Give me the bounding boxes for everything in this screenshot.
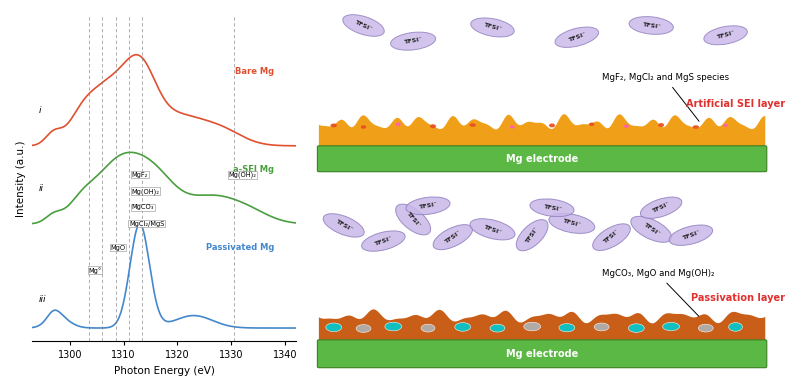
Ellipse shape bbox=[342, 15, 384, 36]
Text: TFSI⁻: TFSI⁻ bbox=[483, 23, 502, 32]
Ellipse shape bbox=[396, 122, 401, 126]
Text: MgF₂, MgCl₂ and MgS species: MgF₂, MgCl₂ and MgS species bbox=[602, 73, 729, 121]
Ellipse shape bbox=[594, 323, 609, 331]
Text: TFSI⁻: TFSI⁻ bbox=[642, 222, 660, 237]
Text: MgCO₃: MgCO₃ bbox=[132, 204, 154, 210]
Text: TFSI⁻: TFSI⁻ bbox=[716, 31, 735, 40]
Ellipse shape bbox=[470, 219, 515, 240]
Ellipse shape bbox=[555, 27, 598, 47]
Text: TFSI⁻: TFSI⁻ bbox=[567, 32, 586, 43]
Ellipse shape bbox=[629, 16, 674, 34]
Text: TFSI⁻: TFSI⁻ bbox=[403, 37, 422, 45]
Ellipse shape bbox=[589, 122, 594, 126]
Text: MgCO₃, MgO and Mg(OH)₂: MgCO₃, MgO and Mg(OH)₂ bbox=[602, 269, 714, 316]
FancyBboxPatch shape bbox=[318, 340, 766, 368]
Text: Artificial SEI layer: Artificial SEI layer bbox=[686, 99, 785, 109]
Ellipse shape bbox=[549, 123, 555, 127]
Text: TFSI⁻: TFSI⁻ bbox=[525, 226, 539, 244]
Ellipse shape bbox=[530, 199, 574, 217]
Text: MgO: MgO bbox=[110, 245, 126, 251]
Ellipse shape bbox=[390, 32, 436, 50]
Text: TFSI⁻: TFSI⁻ bbox=[652, 201, 670, 214]
Ellipse shape bbox=[406, 197, 450, 215]
Ellipse shape bbox=[396, 204, 430, 235]
Ellipse shape bbox=[433, 225, 473, 250]
Text: TFSI⁻: TFSI⁻ bbox=[374, 236, 393, 247]
Text: TFSI⁻: TFSI⁻ bbox=[354, 19, 373, 32]
Ellipse shape bbox=[723, 124, 728, 127]
Ellipse shape bbox=[704, 26, 747, 45]
Ellipse shape bbox=[628, 324, 644, 332]
X-axis label: Photon Energy (eV): Photon Energy (eV) bbox=[114, 366, 214, 376]
Text: Passivated Mg: Passivated Mg bbox=[206, 243, 274, 252]
Ellipse shape bbox=[624, 125, 629, 128]
Ellipse shape bbox=[631, 216, 671, 242]
Text: MgCl₂/MgS: MgCl₂/MgS bbox=[129, 221, 164, 227]
Ellipse shape bbox=[323, 214, 364, 237]
Text: TFSI⁻: TFSI⁻ bbox=[406, 211, 421, 228]
Text: TFSI⁻: TFSI⁻ bbox=[602, 229, 620, 245]
Text: a-SEI Mg: a-SEI Mg bbox=[234, 165, 274, 174]
Ellipse shape bbox=[559, 324, 575, 332]
Text: ii: ii bbox=[38, 184, 43, 193]
Ellipse shape bbox=[524, 322, 541, 331]
FancyBboxPatch shape bbox=[318, 146, 766, 172]
Text: TFSI⁻: TFSI⁻ bbox=[418, 202, 438, 210]
Ellipse shape bbox=[385, 322, 402, 331]
Ellipse shape bbox=[421, 324, 435, 332]
Ellipse shape bbox=[658, 123, 664, 127]
Text: Mg electrode: Mg electrode bbox=[506, 154, 578, 164]
Ellipse shape bbox=[470, 123, 476, 127]
Ellipse shape bbox=[356, 325, 371, 332]
Ellipse shape bbox=[549, 214, 594, 233]
Ellipse shape bbox=[361, 125, 366, 129]
Ellipse shape bbox=[698, 324, 714, 332]
Ellipse shape bbox=[510, 125, 515, 129]
Polygon shape bbox=[319, 114, 766, 147]
Polygon shape bbox=[319, 309, 766, 341]
Text: TFSI⁻: TFSI⁻ bbox=[642, 22, 661, 29]
Ellipse shape bbox=[669, 225, 713, 245]
Y-axis label: Intensity (a.u.): Intensity (a.u.) bbox=[17, 140, 26, 217]
Ellipse shape bbox=[593, 224, 630, 250]
Text: i: i bbox=[38, 106, 41, 115]
Text: Mg(OH)₂: Mg(OH)₂ bbox=[229, 172, 257, 178]
Ellipse shape bbox=[362, 231, 405, 251]
Ellipse shape bbox=[470, 18, 514, 37]
Ellipse shape bbox=[662, 322, 679, 331]
Text: TFSI⁻: TFSI⁻ bbox=[444, 230, 462, 245]
Text: TFSI⁻: TFSI⁻ bbox=[562, 219, 582, 228]
Ellipse shape bbox=[729, 323, 742, 331]
Ellipse shape bbox=[693, 125, 699, 129]
Ellipse shape bbox=[326, 323, 342, 332]
Ellipse shape bbox=[430, 124, 436, 128]
Ellipse shape bbox=[516, 220, 548, 251]
Text: Passivation layer: Passivation layer bbox=[691, 293, 785, 303]
Ellipse shape bbox=[640, 197, 682, 218]
Text: Mg electrode: Mg electrode bbox=[506, 349, 578, 359]
Text: iii: iii bbox=[38, 295, 46, 304]
Text: Mg°: Mg° bbox=[89, 267, 102, 274]
Ellipse shape bbox=[330, 123, 337, 127]
Text: TFSI⁻: TFSI⁻ bbox=[542, 204, 562, 212]
Text: TFSI⁻: TFSI⁻ bbox=[334, 219, 353, 232]
Text: TFSI⁻: TFSI⁻ bbox=[682, 230, 701, 241]
Text: Bare Mg: Bare Mg bbox=[235, 67, 274, 76]
Ellipse shape bbox=[490, 324, 505, 332]
Text: MgF₂: MgF₂ bbox=[132, 172, 148, 178]
Ellipse shape bbox=[454, 323, 470, 331]
Text: Mg(OH)₂: Mg(OH)₂ bbox=[132, 188, 160, 194]
Text: TFSI⁻: TFSI⁻ bbox=[483, 224, 502, 235]
